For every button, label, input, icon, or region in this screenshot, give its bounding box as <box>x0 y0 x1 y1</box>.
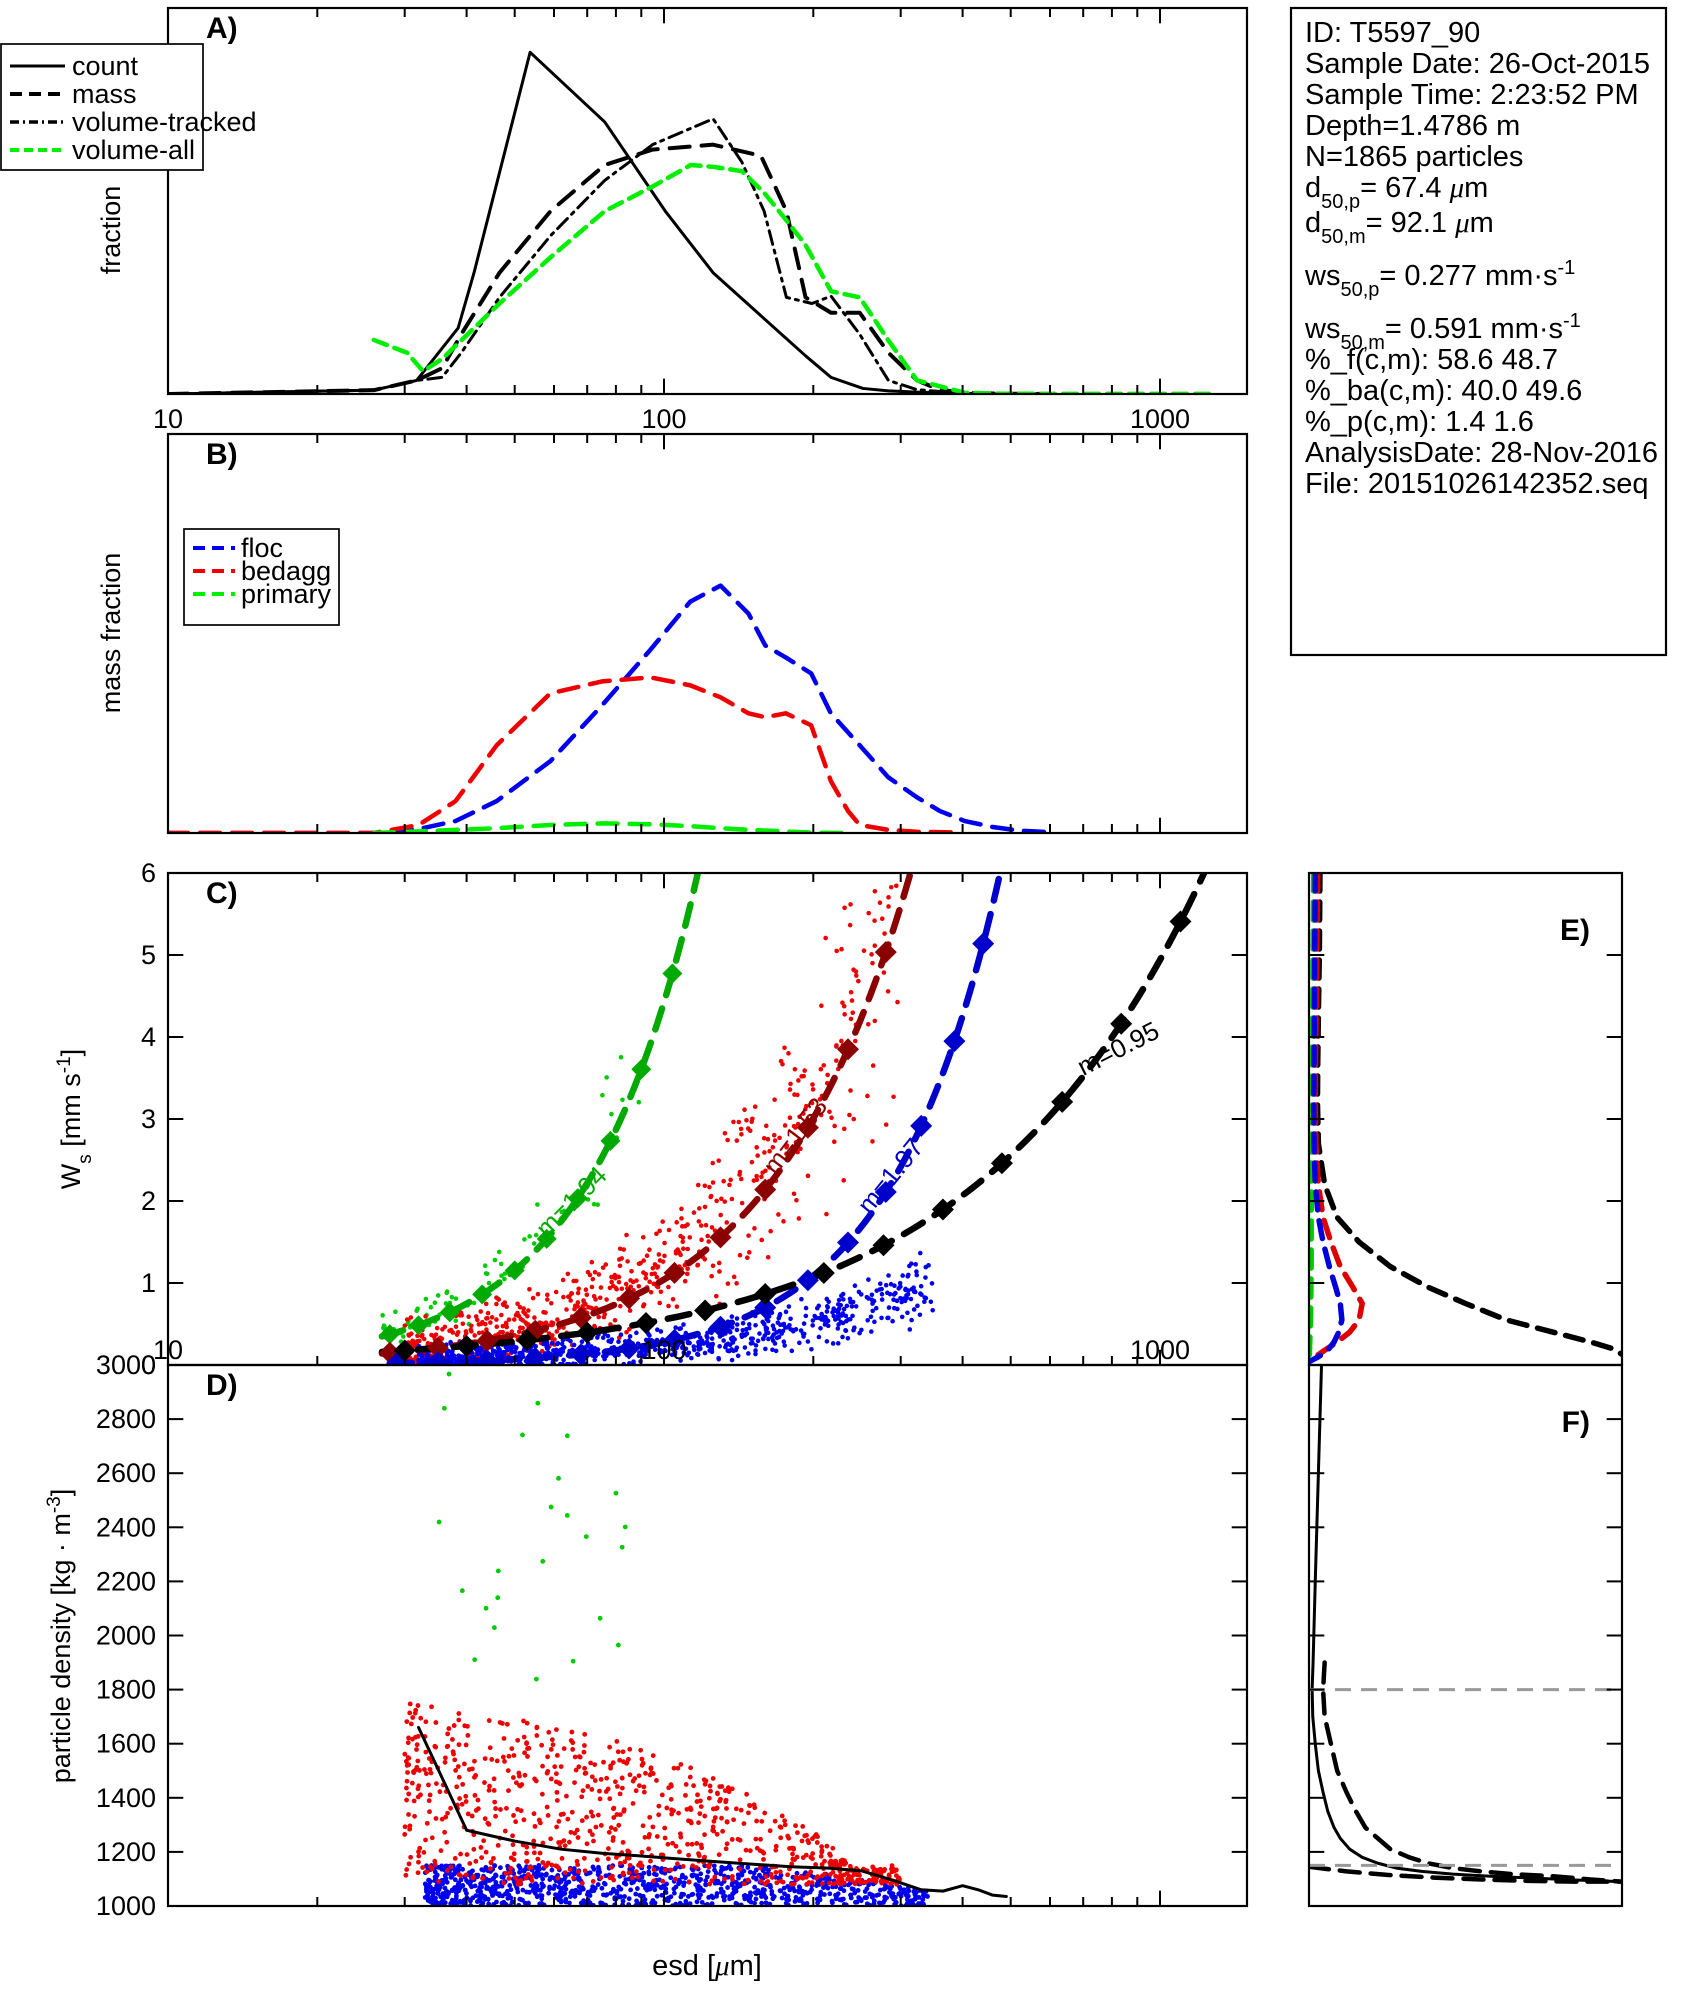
svg-text:%_p(c,m): 1.4 1.6: %_p(c,m): 1.4 1.6 <box>1305 406 1534 438</box>
svg-text:fraction: fraction <box>96 186 126 275</box>
svg-text:B): B) <box>206 438 238 471</box>
svg-text:F): F) <box>1562 1406 1590 1439</box>
svg-text:count: count <box>72 51 139 81</box>
svg-text:2600: 2600 <box>96 1458 156 1488</box>
svg-text:Depth=1.4786 m: Depth=1.4786 m <box>1305 110 1520 142</box>
svg-text:4: 4 <box>141 1022 156 1052</box>
svg-text:100: 100 <box>641 1335 686 1365</box>
svg-text:E): E) <box>1560 914 1590 947</box>
svg-text:1400: 1400 <box>96 1783 156 1813</box>
svg-text:particle density [kg · m-3]: particle density [kg · m-3] <box>44 1489 77 1784</box>
svg-text:Sample Time: 2:23:52 PM: Sample Time: 2:23:52 PM <box>1305 79 1639 111</box>
svg-text:3: 3 <box>141 1104 156 1134</box>
svg-text:1000: 1000 <box>96 1891 156 1921</box>
svg-text:6: 6 <box>141 858 156 888</box>
svg-text:2: 2 <box>141 1186 156 1216</box>
svg-text:1000: 1000 <box>1130 1335 1190 1365</box>
svg-text:AnalysisDate: 28-Nov-2016: AnalysisDate: 28-Nov-2016 <box>1305 437 1658 469</box>
svg-text:100: 100 <box>641 404 686 434</box>
svg-text:volume-tracked: volume-tracked <box>72 107 257 137</box>
svg-text:1600: 1600 <box>96 1729 156 1759</box>
svg-text:C): C) <box>206 877 238 910</box>
svg-text:Sample Date: 26-Oct-2015: Sample Date: 26-Oct-2015 <box>1305 48 1650 80</box>
svg-text:%_f(c,m): 58.6 48.7: %_f(c,m): 58.6 48.7 <box>1305 344 1558 376</box>
svg-text:3000: 3000 <box>96 1350 156 1380</box>
svg-text:mass fraction: mass fraction <box>96 553 126 714</box>
svg-text:N=1865 particles: N=1865 particles <box>1305 141 1523 173</box>
svg-text:D): D) <box>206 1369 238 1402</box>
svg-text:2800: 2800 <box>96 1404 156 1434</box>
svg-text:1: 1 <box>141 1268 156 1298</box>
svg-text:10: 10 <box>153 404 183 434</box>
svg-text:ID: T5597_90: ID: T5597_90 <box>1305 17 1480 49</box>
svg-text:1000: 1000 <box>1130 404 1190 434</box>
svg-text:1800: 1800 <box>96 1675 156 1705</box>
svg-text:1200: 1200 <box>96 1837 156 1867</box>
svg-text:2200: 2200 <box>96 1566 156 1596</box>
svg-text:%_ba(c,m): 40.0 49.6: %_ba(c,m): 40.0 49.6 <box>1305 375 1582 407</box>
svg-text:2000: 2000 <box>96 1621 156 1651</box>
svg-text:esd [μm]: esd [μm] <box>652 1950 762 1982</box>
svg-text:5: 5 <box>141 940 156 970</box>
svg-text:mass: mass <box>72 79 137 109</box>
svg-text:2400: 2400 <box>96 1512 156 1542</box>
svg-text:10: 10 <box>153 1335 183 1365</box>
svg-text:A): A) <box>206 12 238 45</box>
svg-text:File: 20151026142352.seq: File: 20151026142352.seq <box>1305 468 1648 500</box>
svg-text:volume-all: volume-all <box>72 135 195 165</box>
svg-text:primary: primary <box>241 579 332 609</box>
